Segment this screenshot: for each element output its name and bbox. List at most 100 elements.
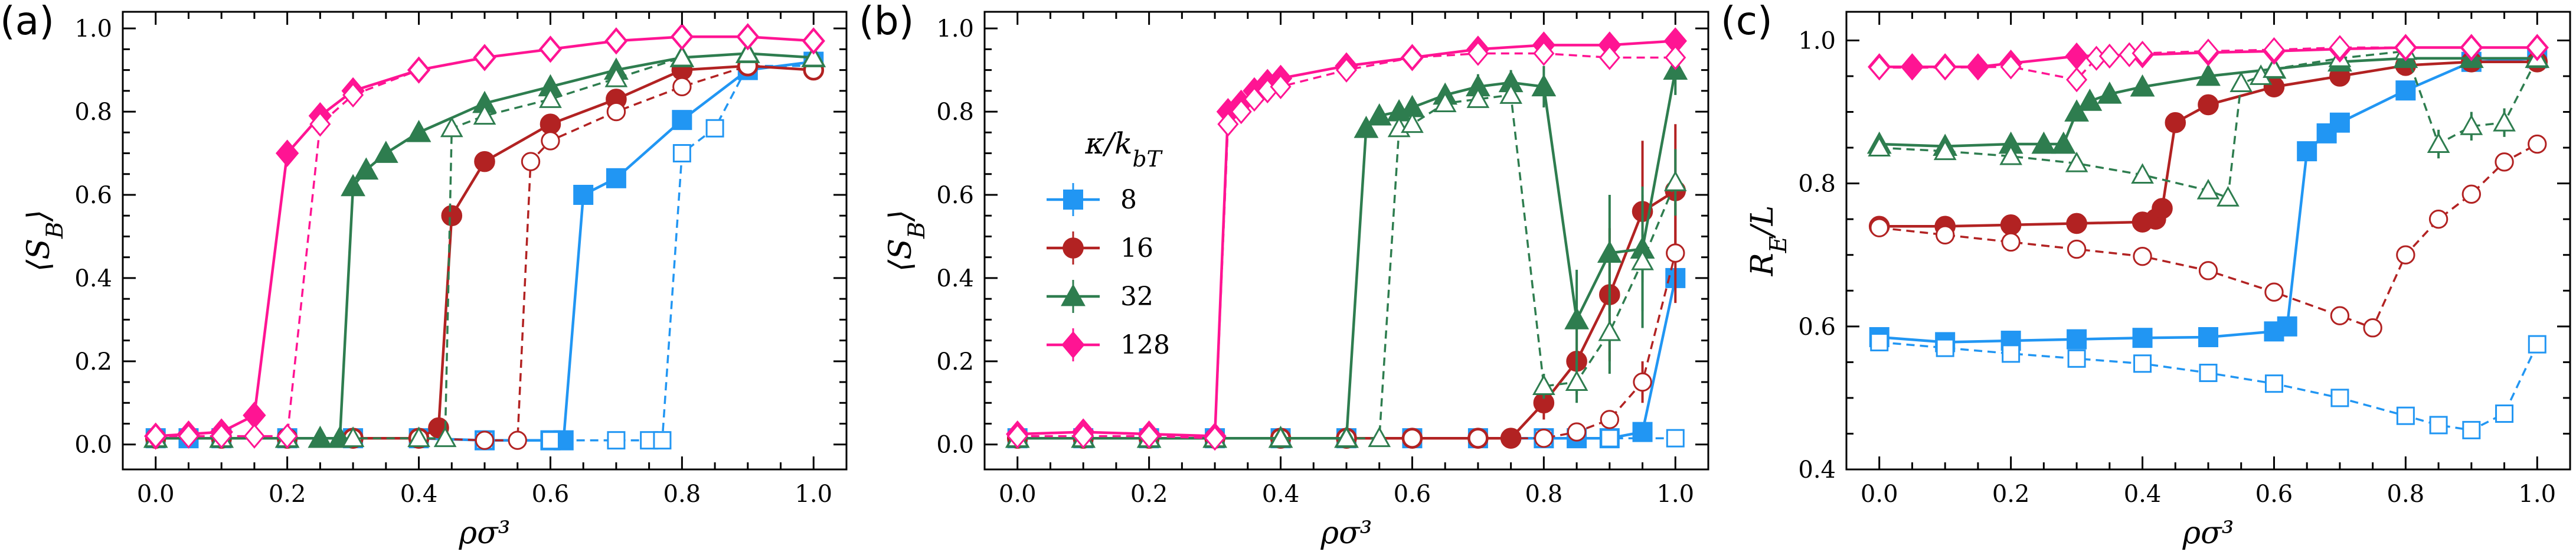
- data-point-32-dashed: [2065, 151, 2088, 172]
- data-point-128-dashed: [1217, 112, 1239, 137]
- data-point-32-solid: [1354, 116, 1379, 138]
- data-point-8-dashed: [2495, 404, 2514, 423]
- data-point-8-solid: [2198, 327, 2218, 347]
- data-point-8-dashed: [2067, 349, 2086, 368]
- data-point-32-solid: [373, 141, 398, 163]
- data-point-128-dashed: [1006, 423, 1028, 449]
- data-point-32-dashed: [433, 426, 457, 448]
- data-point-128-dashed: [2066, 67, 2088, 93]
- series-128-dashed: [1868, 35, 2548, 93]
- data-point-16-dashed: [1403, 428, 1422, 448]
- y-tick-label: 0.8: [74, 99, 112, 126]
- data-point-128-dashed: [1335, 57, 1358, 83]
- data-point-128-dashed: [1665, 45, 1686, 70]
- x-tick-label: 0.0: [137, 481, 175, 508]
- data-point-8-dashed: [2002, 344, 2021, 363]
- legend-title: κ/kbT: [1085, 126, 1163, 172]
- data-point-32-dashed: [539, 87, 562, 108]
- x-tick-label: 0.8: [2387, 481, 2425, 508]
- data-point-32-dashed: [2493, 110, 2516, 132]
- data-point-16-dashed: [2264, 282, 2284, 302]
- data-point-16-dashed: [1600, 410, 1620, 429]
- data-point-32-solid: [1367, 103, 1392, 126]
- data-point-16-dashed: [2330, 306, 2350, 325]
- x-tick-label: 0.4: [400, 481, 438, 508]
- data-point-32-dashed: [2460, 114, 2483, 135]
- data-point-32-solid: [1564, 307, 1589, 329]
- data-point-128-dashed: [1138, 423, 1160, 449]
- data-point-32-solid: [1531, 74, 1557, 97]
- y-tick-label: 0.8: [1798, 171, 1836, 198]
- data-point-16-dashed: [2428, 209, 2448, 229]
- series-128-dashed: [1006, 41, 1686, 451]
- data-point-16-dashed: [2067, 239, 2087, 259]
- data-point-16-dashed: [672, 77, 692, 97]
- data-point-128-dashed: [1934, 55, 1956, 80]
- data-point-16-solid: [2000, 214, 2022, 236]
- data-point-128-dashed: [1243, 86, 1265, 112]
- y-axis-label: ⟨SB⟩: [21, 210, 68, 272]
- data-point-32-solid: [2051, 131, 2076, 154]
- data-point-128-dashed: [1204, 425, 1226, 451]
- data-point-128-dashed: [1467, 41, 1489, 66]
- data-point-32-dashed: [440, 116, 463, 138]
- data-point-128-dashed: [2197, 38, 2219, 64]
- data-point-8-dashed: [541, 431, 560, 450]
- plot-area: [1866, 34, 2550, 439]
- data-point-16-dashed: [2396, 245, 2415, 265]
- x-tick-label: 1.0: [1656, 481, 1694, 508]
- data-point-128-dashed: [408, 57, 430, 83]
- data-point-128-dashed: [2395, 35, 2417, 60]
- legend-entry-32: 32: [1047, 280, 1153, 313]
- data-point-128-dashed: [309, 112, 331, 137]
- data-point-16-dashed: [1633, 372, 1652, 392]
- data-point-128-dashed: [671, 24, 693, 50]
- data-point-8-dashed: [2528, 335, 2546, 354]
- y-tick-label: 0.4: [1798, 456, 1836, 484]
- data-point-32-dashed: [802, 45, 825, 67]
- y-tick-label: 0.2: [936, 348, 974, 376]
- data-point-32-dashed: [407, 426, 430, 448]
- data-point-16-dashed: [2133, 246, 2152, 266]
- data-point-16-dashed: [2528, 134, 2547, 154]
- x-tick-label: 0.0: [1861, 481, 1898, 508]
- legend-entry-128: 128: [1047, 328, 1170, 361]
- x-tick-label: 0.4: [2124, 481, 2162, 508]
- data-point-16-dashed: [521, 152, 541, 171]
- data-point-32-dashed: [2217, 185, 2240, 207]
- series-line-16-dashed: [1879, 143, 2538, 329]
- data-point-16-dashed: [541, 131, 560, 151]
- plot-area: [143, 23, 826, 451]
- data-point-8-dashed: [2133, 354, 2152, 373]
- x-axis-label: ρσ³: [2182, 515, 2234, 551]
- data-point-128-dashed: [1401, 45, 1423, 70]
- y-tick-label: 0.4: [74, 265, 112, 292]
- data-point-32-dashed: [1269, 426, 1292, 448]
- data-point-32-dashed: [1368, 426, 1391, 448]
- data-point-128-dashed: [2000, 54, 2022, 80]
- data-point-8-solid: [2067, 329, 2087, 350]
- y-tick-label: 0.2: [74, 348, 112, 376]
- data-point-32-dashed: [671, 45, 694, 67]
- plot-area: [1005, 27, 1688, 451]
- data-point-16-dashed: [2001, 232, 2021, 252]
- y-axis-label: ⟨SB⟩: [883, 210, 930, 272]
- data-point-32-dashed: [2131, 163, 2154, 184]
- x-axis-label: ρσ³: [459, 515, 511, 551]
- plot-frame: [122, 11, 848, 471]
- y-tick-label: 0.6: [1798, 314, 1836, 341]
- data-point-32-dashed: [1999, 144, 2022, 165]
- series-16-dashed: [1869, 134, 2547, 338]
- data-point-128-dashed: [211, 423, 233, 449]
- data-point-32-dashed: [1868, 136, 1891, 157]
- data-point-8-dashed: [705, 119, 724, 138]
- data-point-8-solid: [2329, 112, 2350, 133]
- data-point-128-dashed: [145, 423, 166, 449]
- x-tick-label: 0.4: [1262, 481, 1300, 508]
- panel-label: (c): [1721, 0, 1773, 44]
- y-tick-label: 0.4: [936, 265, 974, 292]
- data-point-32-dashed: [736, 41, 760, 63]
- data-point-128-dashed: [2132, 41, 2153, 66]
- series-8-dashed: [1870, 332, 2546, 439]
- series-128-dashed: [145, 24, 825, 449]
